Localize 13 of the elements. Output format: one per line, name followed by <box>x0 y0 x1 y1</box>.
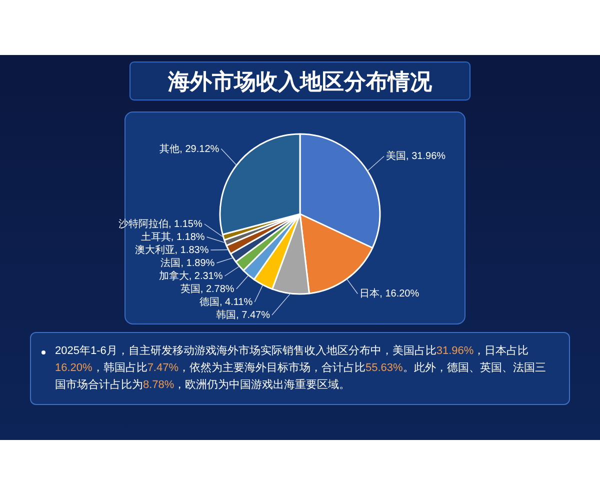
slice-label: 土耳其, 1.18% <box>140 231 205 243</box>
slice-label: 澳大利亚, 1.83% <box>134 244 209 256</box>
slice-label: 英国, 2.78% <box>180 283 234 295</box>
slice-label: 美国, 31.96% <box>386 150 446 162</box>
text: 2025年1-6月，自主研发移动游戏海外市场实际销售收入地区分布中，美国占比31.96%，日本占比16.20%，韩国占比7.47%，依然为主要海外目标市场，合计占比55.63%。此外，德国、英国、法国三国市场合计占比为8.78%，欧洲仍为中国游戏出海重要区域。 <box>55 345 546 391</box>
slice-label: 法国, 1.89% <box>160 257 215 269</box>
slice-label: 日本, 16.20% <box>360 288 420 300</box>
slice-label: 其他, 29.12% <box>160 142 220 155</box>
slice-label: 德国, 4.11% <box>199 297 253 308</box>
slice-label: 韩国, 7.47% <box>216 309 270 321</box>
chart-title: 海外市场收入地区分布情况 <box>167 69 433 94</box>
slice-label: 加拿大, 2.31% <box>158 270 223 282</box>
slice-label: 沙特阿拉伯, 1.15% <box>118 218 203 230</box>
